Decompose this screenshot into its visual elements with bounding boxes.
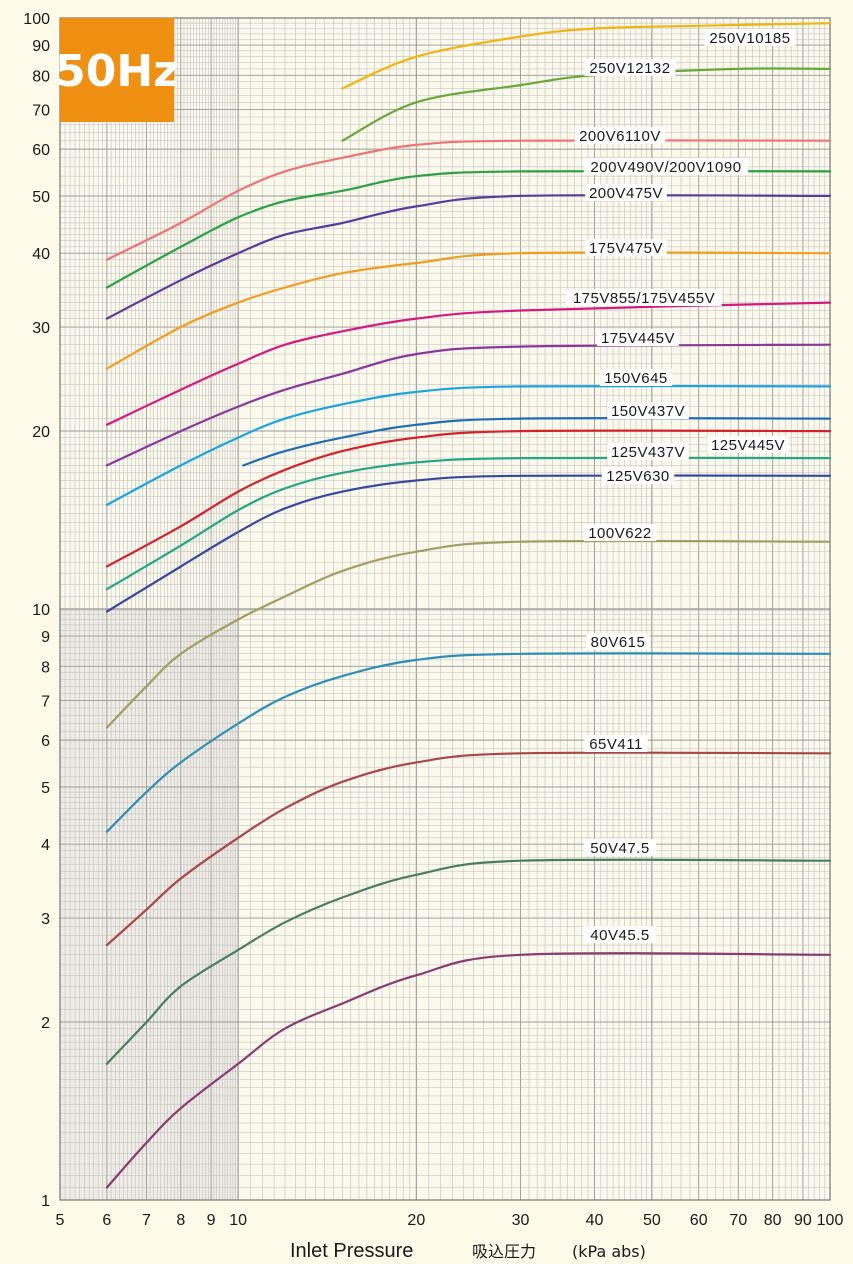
badge-text: 50Hz <box>55 46 179 97</box>
x-axis-label: Inlet Pressure <box>290 1240 413 1262</box>
series-label-bg <box>586 633 650 650</box>
y-tick-label: 8 <box>41 659 50 676</box>
x-axis-title: Inlet Pressure 吸込圧力 (kPa abs) <box>290 1240 646 1262</box>
series-line <box>105 456 832 591</box>
y-tick-label: 5 <box>41 780 50 797</box>
series-label-bg <box>583 158 749 175</box>
series-label-bg <box>585 239 667 256</box>
x-axis-label-jp: 吸込圧力 <box>472 1242 536 1261</box>
x-tick-label: 8 <box>176 1212 185 1229</box>
series-line <box>341 67 832 142</box>
series-label-bg <box>583 524 657 541</box>
series-line <box>341 22 832 90</box>
series-line <box>105 429 832 568</box>
y-tick-label: 100 <box>23 11 50 28</box>
series-label: 200V475V <box>589 185 663 202</box>
x-tick-label: 100 <box>817 1212 844 1229</box>
series-label-bg <box>601 467 675 484</box>
series-label: 100V622 <box>588 525 652 542</box>
x-axis-ticks: 5 6 7 8 9 10 20 30 40 50 60 70 80 90 100 <box>56 1212 844 1229</box>
series-label-bg <box>597 329 679 346</box>
plot-frame <box>59 17 831 1201</box>
series-line <box>105 652 832 833</box>
y-axis-ticks: 1 2 3 4 5 6 7 8 9 10 20 30 40 50 60 70 80 90 100 <box>23 11 50 1210</box>
series-label-bg <box>583 926 657 943</box>
y-tick-label: 60 <box>32 142 50 159</box>
series-label-bg <box>704 29 796 46</box>
series-label-bg <box>584 59 676 76</box>
series-label: 65V411 <box>589 736 643 753</box>
series-line <box>105 384 832 506</box>
x-tick-label: 60 <box>690 1212 708 1229</box>
series-label-bg <box>585 184 667 201</box>
y-tick-label: 4 <box>41 837 50 854</box>
plot-shade-band <box>60 608 830 611</box>
series-label-bg <box>583 839 657 856</box>
series-label-bg <box>599 369 673 386</box>
x-tick-label: 20 <box>407 1212 425 1229</box>
series-label: 200V6110V <box>579 128 661 145</box>
series-label: 175V445V <box>601 330 675 347</box>
y-tick-label: 6 <box>41 733 50 750</box>
plot-shade-lower-left <box>60 609 239 1200</box>
series-labels: 250V10185 250V12132 200V6110V 200V490V/200V… <box>566 29 796 944</box>
badge-background <box>60 18 174 122</box>
series-line <box>105 343 832 467</box>
x-tick-label: 30 <box>512 1212 530 1229</box>
x-tick-label: 7 <box>142 1212 151 1229</box>
series-label: 125V630 <box>606 468 670 485</box>
series-label: 175V475V <box>589 240 663 257</box>
y-tick-label: 7 <box>41 694 50 711</box>
series-label: 150V437V <box>611 403 685 420</box>
y-tick-label: 30 <box>32 320 50 337</box>
series-line <box>105 952 832 1189</box>
series-line <box>105 474 832 613</box>
y-tick-label: 9 <box>41 629 50 646</box>
x-tick-label: 70 <box>729 1212 747 1229</box>
series-line <box>105 301 832 426</box>
y-tick-label: 90 <box>32 38 50 55</box>
series-line <box>105 858 832 1065</box>
x-tick-label: 50 <box>643 1212 661 1229</box>
series-label-bg <box>607 443 689 460</box>
series-label-bg <box>574 127 666 144</box>
series-label: 250V10185 <box>709 30 790 47</box>
series-label-bg <box>607 402 689 419</box>
y-tick-label: 40 <box>32 246 50 263</box>
grid <box>59 17 831 1201</box>
series-line <box>105 539 832 729</box>
series-label-bg <box>584 735 648 752</box>
y-tick-label: 3 <box>41 911 50 928</box>
series-label: 40V45.5 <box>590 927 649 944</box>
y-tick-label: 2 <box>41 1015 50 1032</box>
series-label: 175V855/175V455V <box>573 290 715 307</box>
series-label: 250V12132 <box>589 60 670 77</box>
x-tick-label: 80 <box>764 1212 782 1229</box>
y-tick-label: 1 <box>41 1193 50 1210</box>
x-tick-label: 10 <box>229 1212 247 1229</box>
y-tick-label: 70 <box>32 103 50 120</box>
x-tick-label: 6 <box>102 1212 111 1229</box>
x-tick-label: 40 <box>586 1212 604 1229</box>
y-tick-label: 80 <box>32 68 50 85</box>
badge: 50Hz <box>55 18 179 122</box>
y-tick-label: 50 <box>32 189 50 206</box>
y-tick-label: 10 <box>32 602 50 619</box>
series-label: 125V445V <box>711 437 785 454</box>
series-label: 150V645 <box>604 370 668 387</box>
series-label-bg <box>707 436 789 453</box>
x-tick-label: 5 <box>56 1212 65 1229</box>
series-line <box>105 751 832 947</box>
series-label: 200V490V/200V1090 <box>590 159 741 176</box>
x-tick-label: 9 <box>207 1212 216 1229</box>
x-axis-unit: (kPa abs) <box>572 1242 646 1261</box>
y-tick-label: 20 <box>32 424 50 441</box>
series-label: 125V437V <box>611 444 685 461</box>
series-label: 80V615 <box>591 634 646 651</box>
series-label-bg <box>566 289 722 306</box>
x-tick-label: 90 <box>794 1212 812 1229</box>
series-label: 50V47.5 <box>590 840 649 857</box>
